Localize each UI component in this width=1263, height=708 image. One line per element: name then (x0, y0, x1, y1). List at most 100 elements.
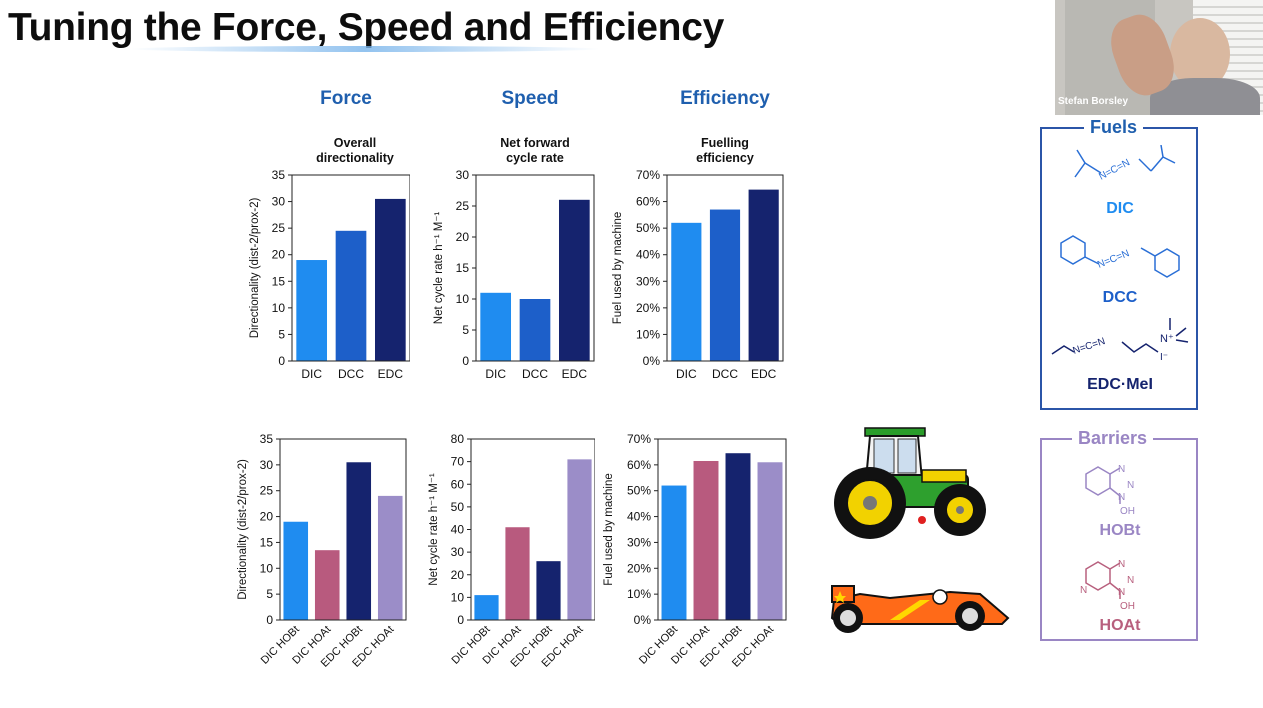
dic-structure: N=C=N (1074, 145, 1176, 183)
column-heading-efficiency: Efficiency (680, 88, 770, 109)
hoat-n-label: N (1080, 585, 1087, 596)
y-tick-label: 20% (627, 561, 651, 575)
tractor-illustration (834, 427, 986, 539)
bar-dic-hobt (474, 595, 499, 620)
barriers-title: Barriers (1072, 428, 1154, 449)
y-tick-label: 30 (272, 195, 286, 209)
hobt-structure: N N N OH (1085, 464, 1135, 517)
bar-edc (558, 199, 590, 361)
subtitle-line: directionality (316, 151, 394, 165)
race-car-illustration (830, 585, 1010, 633)
y-tick-label: 50 (451, 500, 465, 514)
subtitle-line: Fuelling (701, 136, 749, 150)
title-underline (130, 46, 600, 52)
y-tick-label: 10 (272, 301, 286, 315)
column-heading-force: Force (320, 88, 372, 109)
y-tick-label: 30 (260, 458, 274, 472)
bar-dic (480, 292, 512, 361)
y-tick-label: 15 (456, 261, 470, 275)
y-tick-label: 60% (627, 458, 651, 472)
fuel-label-edc-mei: EDC·MeI (1087, 376, 1153, 393)
edc-structure: N=C=N N⁺ I⁻ (1051, 318, 1189, 363)
y-tick-label: 5 (278, 327, 285, 341)
dcc-bond-label: N=C=N (1096, 248, 1131, 271)
y-tick-label: 15 (260, 535, 274, 549)
y-tick-label: 80 (451, 432, 465, 446)
dcc-structure: N=C=N (1060, 235, 1180, 278)
x-tick-label: DIC (301, 367, 322, 381)
bar-dic-hoat (693, 460, 719, 620)
y-tick-label: 25 (260, 484, 274, 498)
hoat-n-label: N (1118, 587, 1125, 598)
edc-iodide-label: I⁻ (1160, 352, 1168, 363)
y-axis-label: Directionality (dist-2/prox-2) (237, 459, 249, 600)
slide-title: Tuning the Force, Speed and Efficiency (8, 6, 724, 49)
bar-edc (748, 189, 779, 361)
hoat-structure: N N N N OH (1080, 559, 1135, 612)
bar-edc-hobt (725, 453, 751, 620)
plot-frame (657, 438, 787, 621)
plot-frame (291, 174, 410, 362)
y-tick-label: 0% (643, 354, 661, 368)
y-tick-label: 5 (462, 323, 469, 337)
y-tick-label: 40 (451, 523, 465, 537)
chart-fuel-used-fuels: DIC DCC EDC 0% 10% 20% 30% 40% 50% 60% 70% Fuel use… (612, 168, 784, 381)
y-tick-label: 35 (272, 168, 286, 182)
y-tick-label: 20 (456, 230, 470, 244)
y-tick-label: 0% (634, 613, 652, 627)
bar-dic-hobt (661, 485, 687, 620)
y-tick-label: 30% (627, 535, 651, 549)
y-tick-label: 10 (456, 292, 470, 306)
y-tick-label: 20% (636, 301, 660, 315)
x-tick-label: EDC (562, 367, 588, 381)
edc-bond-label: N=C=N (1072, 336, 1107, 357)
y-tick-label: 20 (272, 248, 286, 262)
y-tick-label: 30 (456, 168, 470, 182)
chart-cycle-rate-fuels: DIC DCC EDC 0 5 10 15 20 25 30 Net cycle rate h⁻¹ … (433, 168, 595, 381)
x-tick-label: DIC (485, 367, 506, 381)
x-tick-label: DCC (338, 367, 364, 381)
subtitle-line: Overall (333, 136, 377, 150)
barrier-label-hobt: HOBt (1099, 522, 1141, 539)
hoat-n-label: N (1127, 575, 1134, 586)
y-tick-label: 35 (260, 432, 274, 446)
y-axis-label: Net cycle rate h⁻¹ M⁻¹ (428, 473, 440, 586)
subtitle-directionality: Overall directionality (300, 136, 410, 166)
bar-dic-hoat (505, 527, 530, 620)
bar-edc-hobt (536, 561, 561, 620)
subtitle-fuelling-efficiency: Fuelling efficiency (670, 136, 780, 166)
y-tick-label: 10 (451, 590, 465, 604)
hobt-n-label: N (1118, 464, 1125, 475)
bar-edc-hoat (567, 459, 592, 620)
subtitle-cycle-rate: Net forward cycle rate (480, 136, 590, 166)
fuel-label-dic: DIC (1106, 200, 1134, 217)
y-tick-label: 50% (636, 221, 660, 235)
y-tick-label: 15 (272, 274, 286, 288)
hoat-oh-label: OH (1120, 601, 1135, 612)
hoat-n-label: N (1118, 559, 1125, 570)
bar-dcc (519, 299, 551, 361)
y-tick-label: 20 (260, 510, 274, 524)
fuels-title: Fuels (1084, 117, 1144, 138)
bar-edc-hoat (757, 462, 783, 620)
y-tick-label: 30% (636, 274, 660, 288)
fuel-label-dcc: DCC (1102, 289, 1138, 306)
y-tick-label: 10% (627, 587, 651, 601)
y-tick-label: 10% (636, 327, 660, 341)
x-tick-label: DCC (712, 367, 738, 381)
bar-edc-hoat (377, 495, 403, 620)
y-tick-label: 10 (260, 561, 274, 575)
y-axis-label: Fuel used by machine (603, 473, 615, 586)
bar-dcc (335, 230, 367, 361)
y-tick-label: 0 (278, 354, 285, 368)
y-tick-label: 25 (456, 199, 470, 213)
plot-frame (666, 174, 784, 362)
y-tick-label: 70% (627, 432, 651, 446)
bar-dic (671, 222, 702, 361)
y-tick-label: 70 (451, 455, 465, 469)
column-heading-speed: Speed (501, 88, 559, 109)
x-tick-label: DCC (522, 367, 548, 381)
y-tick-label: 40% (636, 248, 660, 262)
